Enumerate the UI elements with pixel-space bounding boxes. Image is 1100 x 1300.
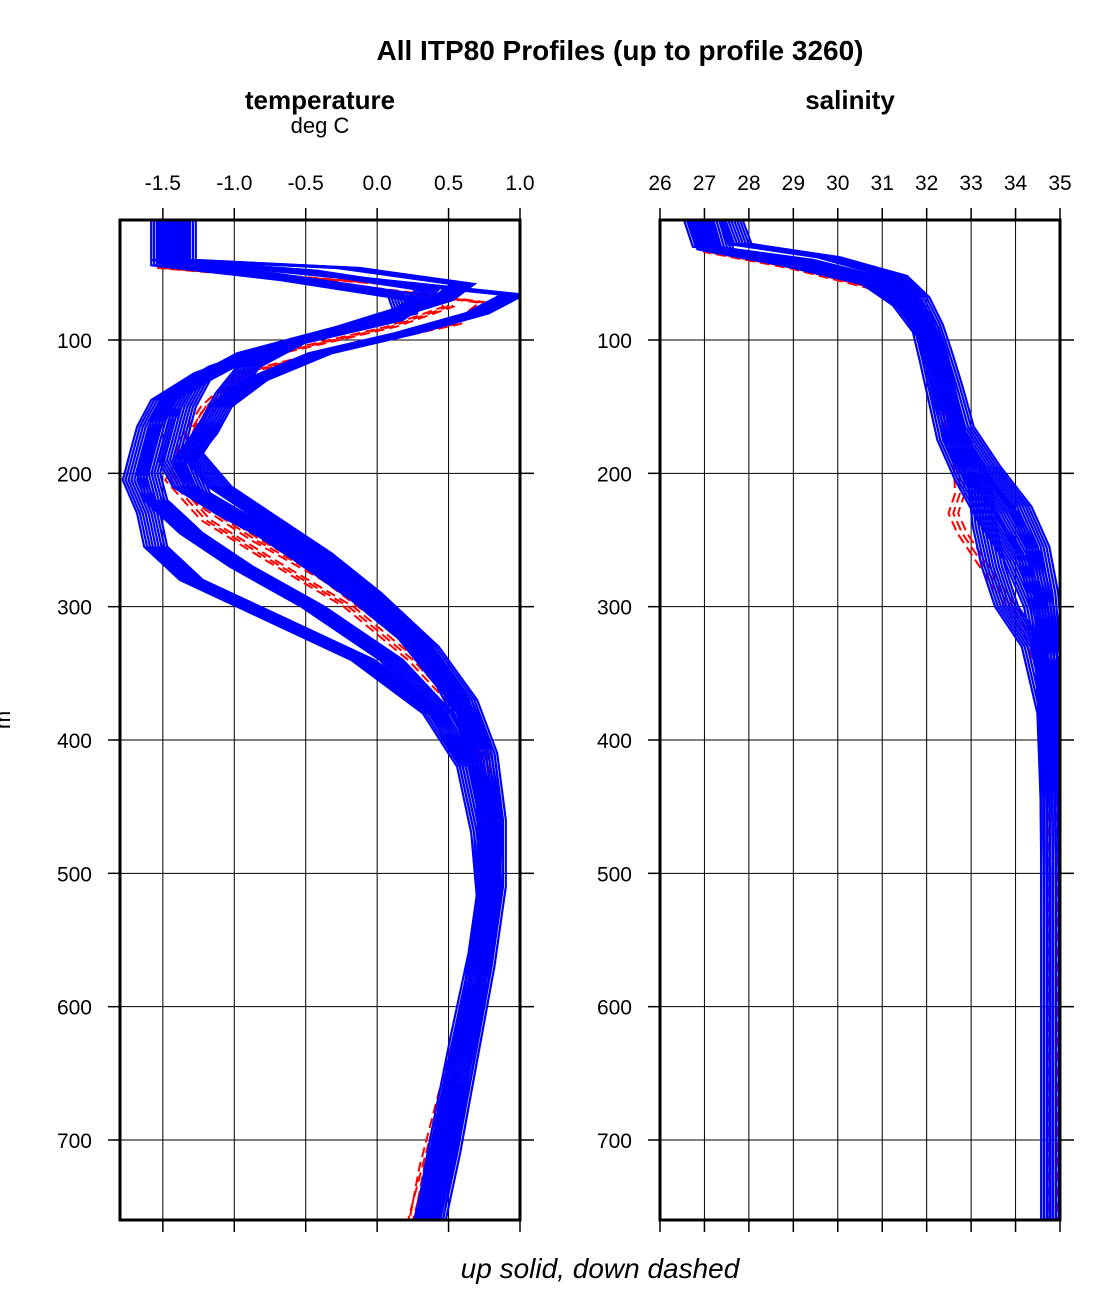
temperature-up-profile-line — [121, 220, 479, 1220]
temperature-up-profile-line — [124, 220, 482, 1220]
salinity-up-profile-line — [710, 220, 1060, 707]
salinity-down-profile-line — [699, 220, 1054, 1220]
temperature-y-tick-label: 400 — [57, 730, 92, 753]
salinity-panel: 26 27 28 29 30 31 32 33 34 35 100 200 300 400 500 600 70… — [597, 172, 1074, 1232]
temperature-plot-frame — [118, 218, 522, 1222]
salinity-series-group — [682, 220, 1060, 1220]
salinity-up-profile-line — [735, 220, 1060, 1220]
temperature-y-tick-label: 300 — [57, 597, 92, 620]
salinity-up-profile-line — [685, 220, 1046, 1220]
salinity-up-profile-line — [706, 220, 1049, 1220]
temperature-down-profile-line — [163, 220, 491, 1220]
salinity-up-profile-line — [718, 220, 1060, 1220]
temperature-panel: -1.5 -1.0 -0.5 0.0 0.5 1.0 100 200 300 400 500 600 7… — [57, 172, 535, 1232]
salinity-x-tick-label: 34 — [1004, 172, 1028, 195]
salinity-up-profile-line — [687, 220, 1043, 1220]
temperature-x-tick-label: 1.0 — [505, 172, 534, 195]
salinity-up-profile-line — [727, 220, 1052, 1220]
salinity-y-tick-label: 700 — [597, 1130, 632, 1153]
salinity-up-profile-line — [720, 220, 1060, 807]
temperature-up-profile-line — [136, 220, 493, 1220]
temperature-up-profile-line — [133, 220, 490, 1220]
salinity-x-tick-label: 33 — [959, 172, 982, 195]
temperature-panel-title: temperature — [245, 85, 395, 115]
salinity-up-profile-line — [709, 220, 1052, 1220]
salinity-up-profile-line — [718, 220, 1043, 1220]
salinity-up-profile-line — [690, 220, 1046, 1220]
temperature-y-tick-label: 500 — [57, 863, 92, 886]
salinity-down-profile-line — [703, 220, 1059, 1220]
temperature-y-tick-label: 600 — [57, 997, 92, 1020]
temperature-up-profile-line — [194, 220, 507, 1220]
salinity-x-tick-label: 28 — [737, 172, 760, 195]
salinity-up-profile-line — [730, 220, 1054, 1220]
salinity-up-profile-line — [701, 220, 1057, 1220]
figure-title: All ITP80 Profiles (up to profile 3260) — [377, 35, 864, 66]
figure-caption: up solid, down dashed — [461, 1253, 741, 1284]
salinity-up-profile-line — [724, 220, 1049, 1220]
salinity-up-profile-line — [682, 220, 1043, 1220]
salinity-x-tick-label: 35 — [1048, 172, 1071, 195]
temperature-up-profile-line — [127, 220, 484, 1220]
temperature-up-profile-line — [138, 220, 496, 1220]
salinity-down-profile-line — [694, 220, 1050, 1220]
salinity-y-tick-label: 300 — [597, 597, 632, 620]
salinity-up-profile-line — [741, 220, 1060, 629]
temperature-x-tick-label: -1.5 — [145, 172, 181, 195]
salinity-up-profile-line — [696, 220, 1052, 1220]
salinity-x-tick-label: 31 — [871, 172, 894, 195]
temperature-x-tick-label: 0.5 — [434, 172, 463, 195]
salinity-y-tick-label: 500 — [597, 863, 632, 886]
salinity-y-tick-label: 200 — [597, 463, 632, 486]
temperature-up-profile-line — [141, 220, 499, 1220]
salinity-x-tick-label: 27 — [693, 172, 716, 195]
salinity-up-profile-line — [712, 220, 1054, 1220]
salinity-up-profile-line — [693, 220, 1049, 1220]
salinity-y-tick-label: 400 — [597, 730, 632, 753]
salinity-up-profile-line — [698, 220, 1054, 1220]
temperature-y-tick-label: 700 — [57, 1130, 92, 1153]
salinity-up-profile-line — [707, 220, 1060, 835]
salinity-up-profile-line — [706, 220, 1060, 679]
salinity-up-profile-line — [697, 220, 1057, 1220]
temperature-y-tick-label: 200 — [57, 463, 92, 486]
salinity-up-profile-line — [732, 220, 1057, 1220]
salinity-up-profile-line — [688, 220, 1049, 1220]
temperature-y-tick-label: 100 — [57, 330, 92, 353]
temperature-units-label: deg C — [291, 113, 350, 138]
salinity-up-profile-line — [721, 220, 1046, 1220]
salinity-up-profile-line — [700, 220, 1060, 1220]
temperature-up-profile-line — [130, 220, 487, 1220]
salinity-x-tick-label: 32 — [915, 172, 938, 195]
y-axis-label: m — [0, 711, 15, 729]
salinity-up-profile-line — [703, 220, 1046, 1220]
salinity-y-tick-label: 100 — [597, 330, 632, 353]
salinity-plot-frame — [658, 218, 1062, 1222]
salinity-up-profile-line — [700, 220, 1043, 1220]
temperature-down-profile-line — [173, 220, 501, 1220]
salinity-up-profile-line — [723, 220, 1060, 732]
temperature-x-tick-label: -0.5 — [288, 172, 324, 195]
salinity-up-profile-line — [691, 220, 1052, 1220]
temperature-up-profile-line — [144, 220, 502, 1220]
temperature-series-group — [121, 220, 520, 1220]
salinity-up-profile-line — [738, 220, 1060, 727]
salinity-up-profile-line — [703, 220, 1060, 815]
temperature-x-tick-label: -1.0 — [216, 172, 252, 195]
salinity-up-profile-line — [715, 220, 1057, 1220]
temperature-down-profile-line — [168, 220, 496, 1220]
salinity-panel-title: salinity — [805, 85, 895, 115]
temperature-x-tick-label: 0.0 — [363, 172, 392, 195]
salinity-x-tick-label: 30 — [826, 172, 849, 195]
salinity-x-tick-label: 26 — [648, 172, 671, 195]
salinity-x-tick-label: 29 — [782, 172, 805, 195]
salinity-y-tick-label: 600 — [597, 997, 632, 1020]
